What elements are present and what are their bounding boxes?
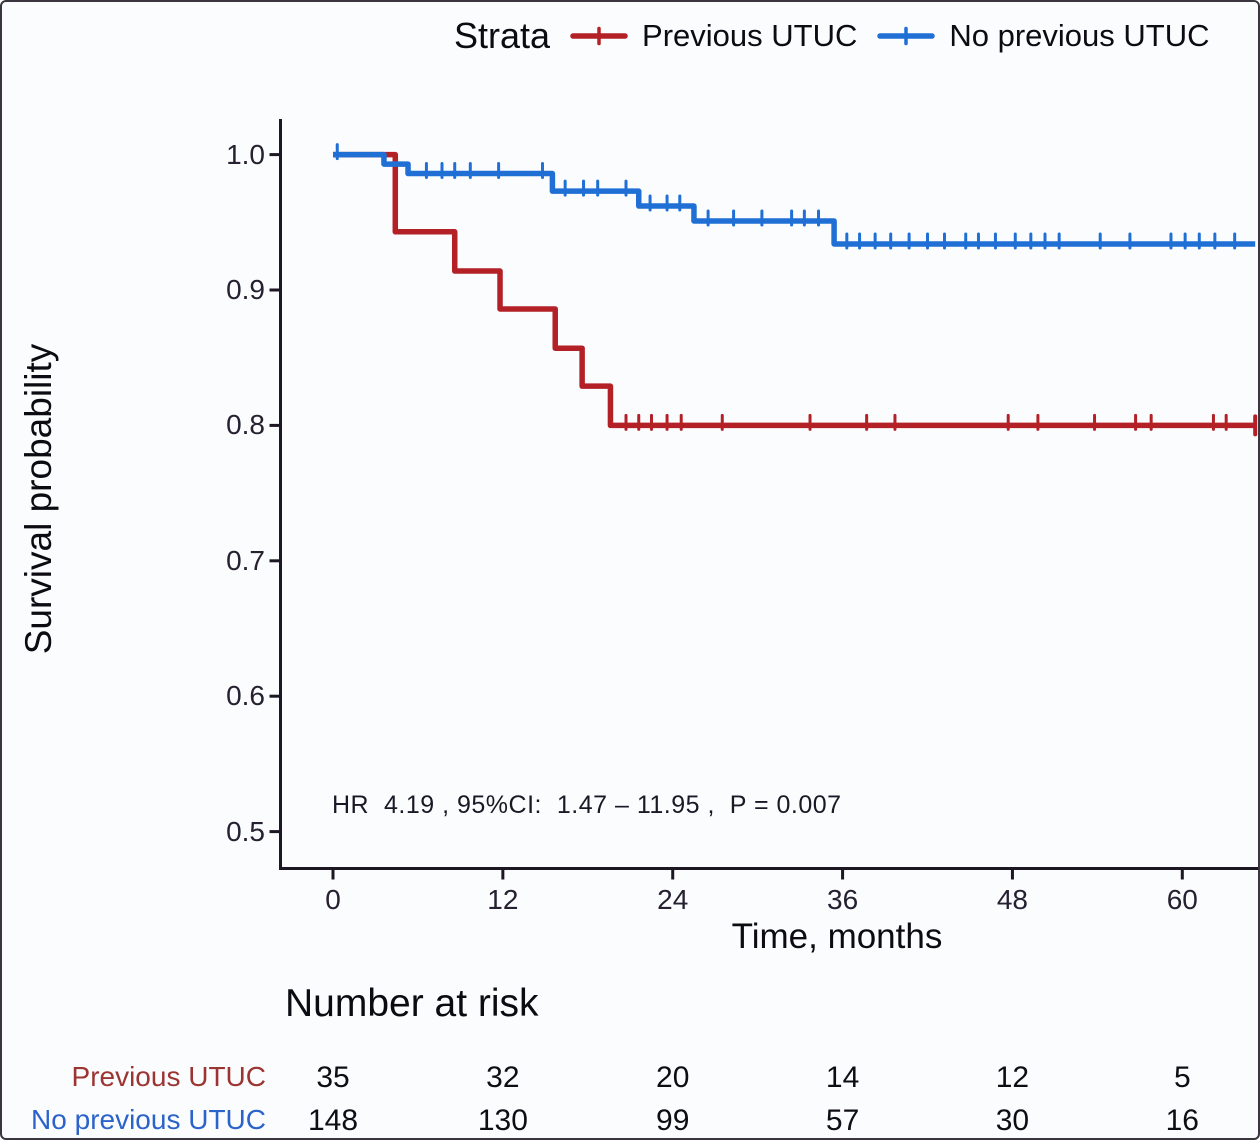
x-tick-label: 12 — [487, 884, 519, 915]
legend-key-blue-line-icon — [877, 26, 936, 46]
legend-item-no-previous-utuc: No previous UTUC — [877, 18, 1210, 54]
y-tick-label: 0.5 — [226, 815, 265, 847]
x-axis-title: Time, months — [731, 917, 943, 956]
y-tick-label: 0.6 — [226, 680, 265, 712]
risk-count: 99 — [656, 1104, 690, 1137]
risk-count: 130 — [477, 1104, 528, 1137]
x-tick-label: 48 — [996, 884, 1029, 915]
hr-annotation: HR 4.19 , 95%CI: 1.47 – 11.95 , P = 0.00… — [332, 791, 842, 819]
risk-count: 16 — [1165, 1104, 1199, 1137]
legend-label: No previous UTUC — [949, 18, 1210, 53]
legend: Strata Previous UTUC No previous UTUC — [454, 14, 1210, 58]
risk-count: 35 — [316, 1061, 350, 1094]
y-tick-label: 0.8 — [226, 409, 265, 441]
risk-count: 30 — [995, 1104, 1030, 1137]
risk-count: 5 — [1173, 1061, 1191, 1094]
km-curve-previous-utuc — [333, 151, 1256, 429]
x-tick-label: 24 — [657, 884, 689, 915]
y-axis-title: Survival probability — [18, 343, 59, 655]
risk-row-label-previous-utuc: Previous UTUC — [71, 1061, 266, 1092]
x-tick-label: 60 — [1166, 884, 1198, 915]
risk-count: 148 — [307, 1104, 359, 1137]
legend-key-red-line-icon — [570, 26, 628, 46]
risk-count: 14 — [825, 1061, 860, 1094]
x-tick-label: 0 — [325, 884, 341, 915]
legend-item-previous-utuc: Previous UTUC — [570, 18, 857, 54]
km-curve-no-previous-utuc — [333, 151, 1256, 247]
risk-count: 12 — [995, 1061, 1030, 1094]
legend-label: Previous UTUC — [642, 18, 858, 53]
x-tick-label: 36 — [827, 884, 859, 915]
y-tick-label: 1.0 — [226, 138, 265, 170]
risk-row-label-no-previous-utuc: No previous UTUC — [31, 1104, 266, 1135]
y-tick-label: 0.7 — [226, 544, 265, 576]
legend-title: Strata — [454, 15, 551, 56]
risk-count: 20 — [656, 1061, 690, 1094]
risk-count: 32 — [486, 1061, 520, 1094]
risk-count: 57 — [825, 1104, 860, 1137]
y-tick-label: 0.9 — [226, 274, 265, 305]
risk-table-title: Number at risk — [285, 982, 539, 1025]
